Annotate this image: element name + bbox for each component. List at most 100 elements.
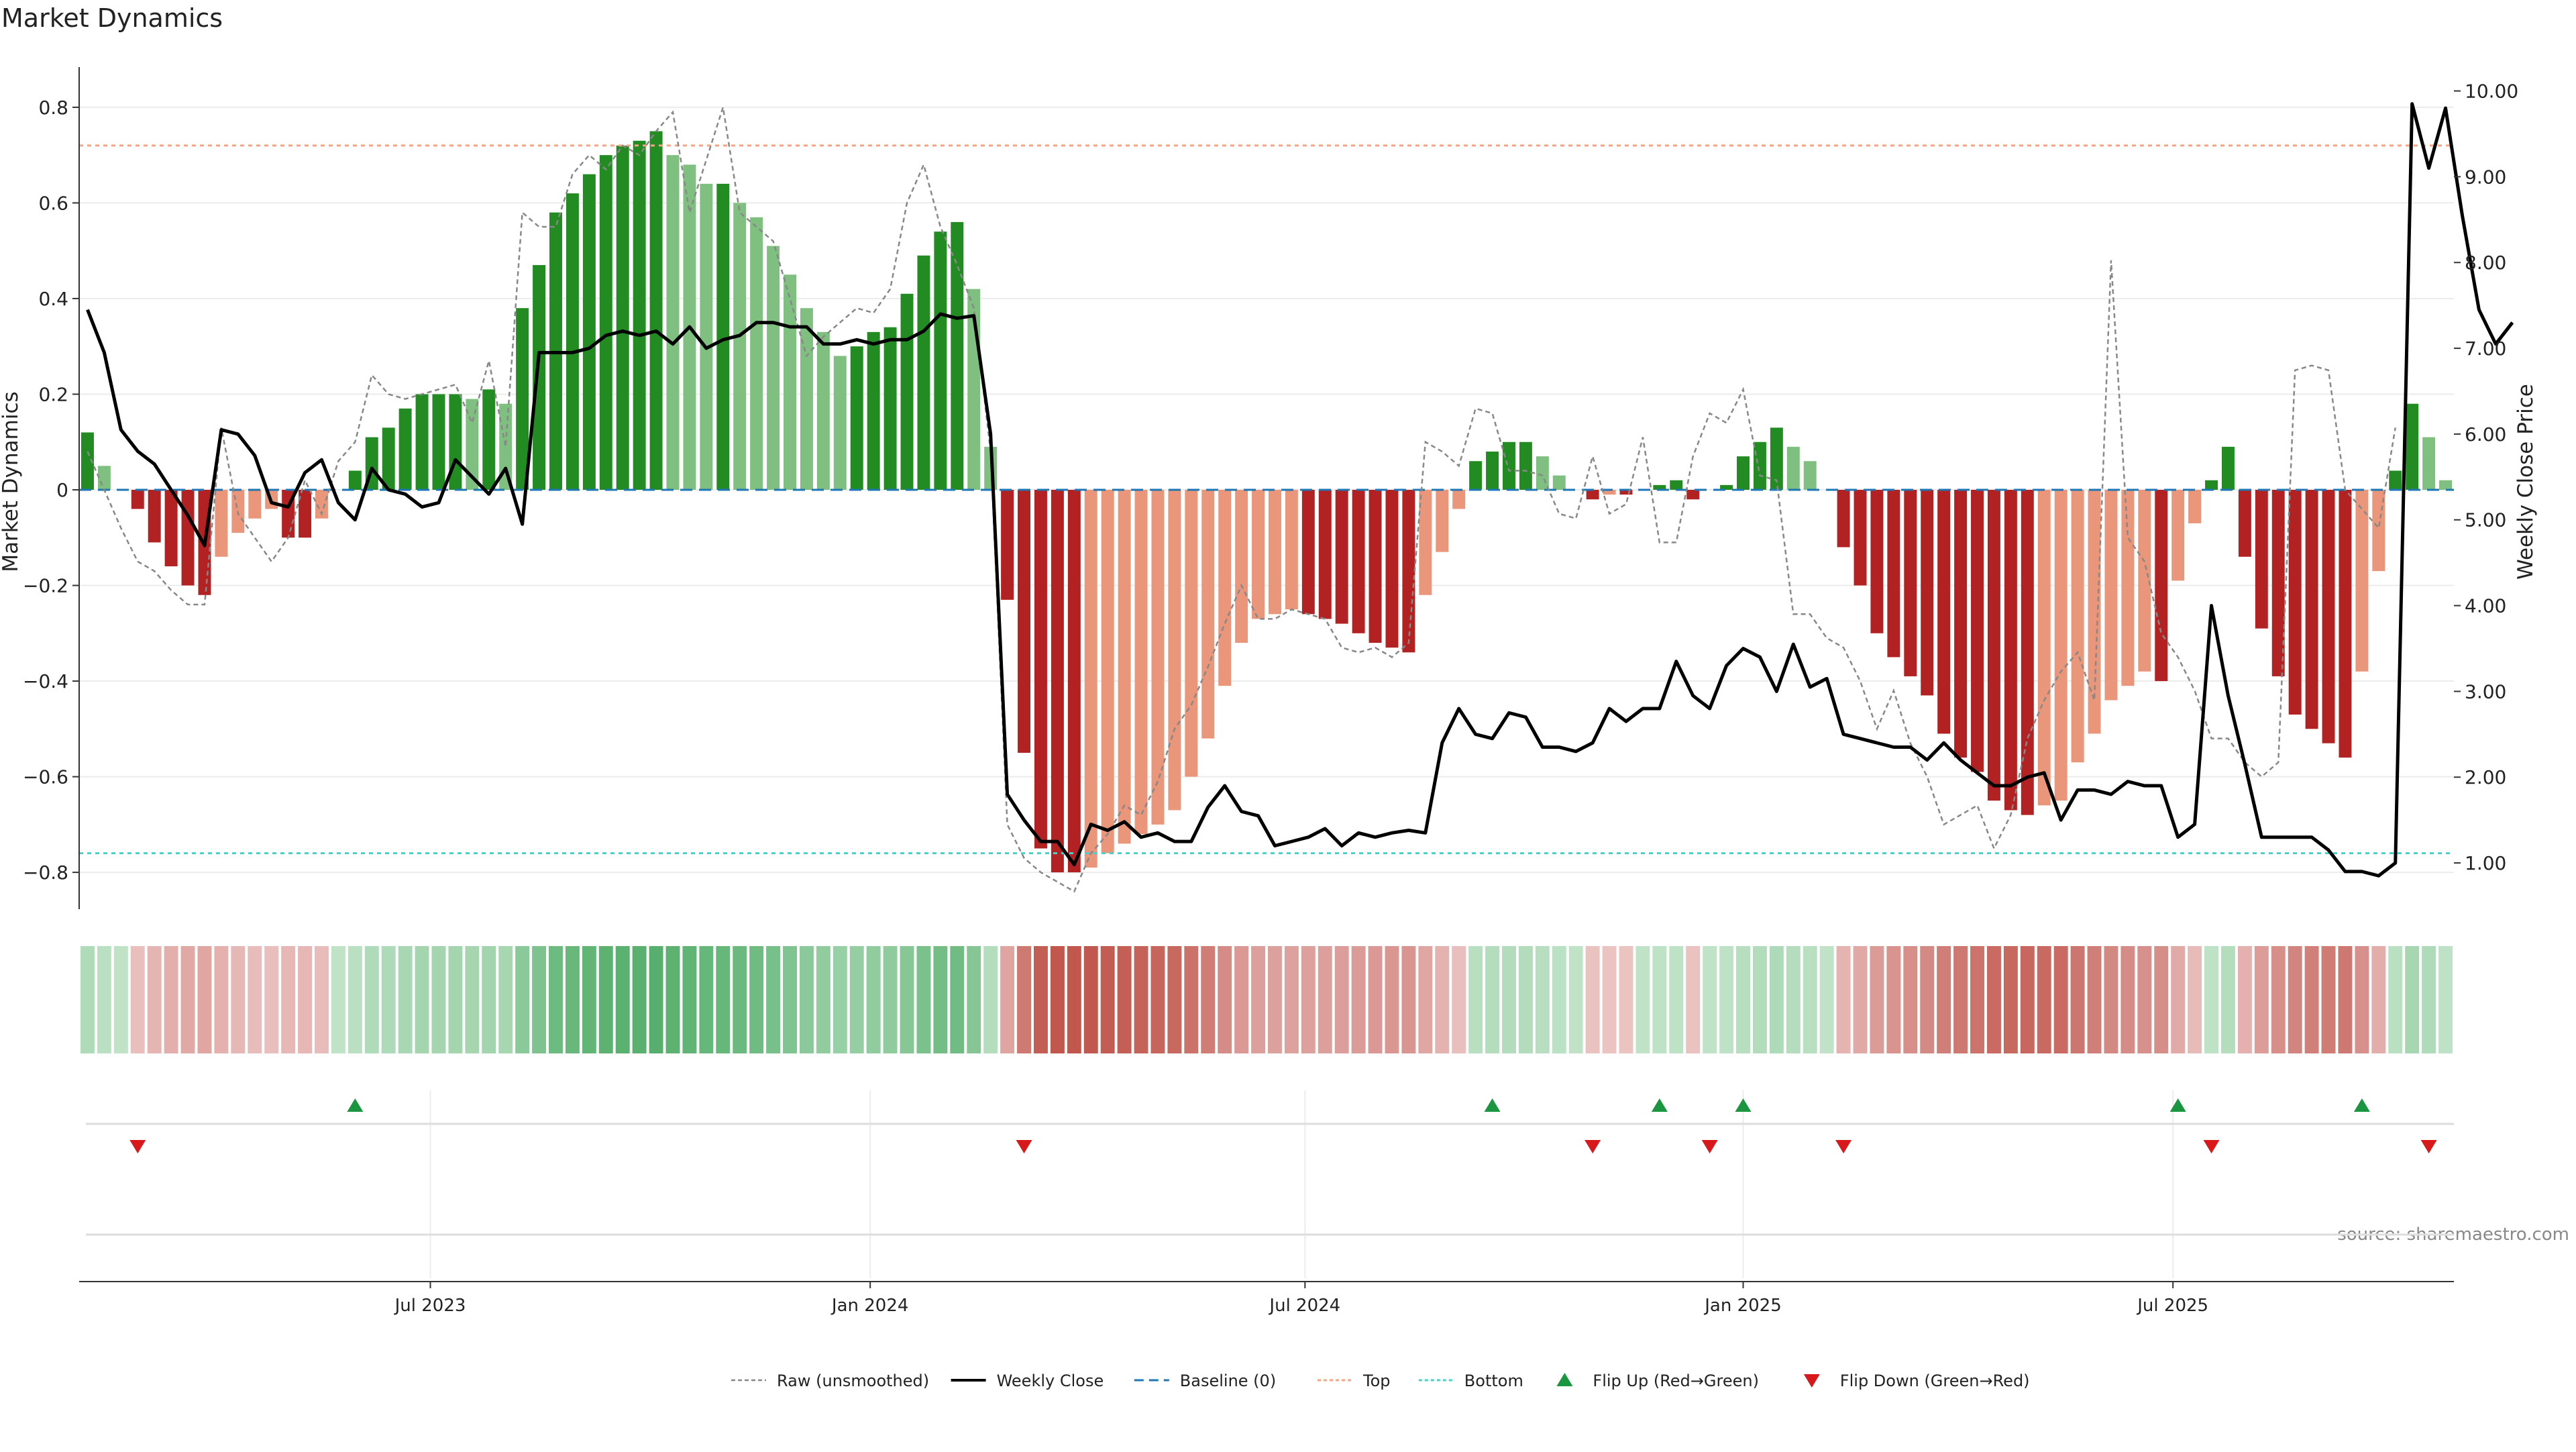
heatmap-cell [866, 946, 881, 1053]
heatmap-cell [1635, 946, 1650, 1053]
flip-down-marker [1701, 1140, 1718, 1153]
flip-down-marker [1835, 1140, 1852, 1153]
heatmap-cell [565, 946, 580, 1053]
heatmap-cell [1017, 946, 1031, 1053]
heatmap-cell [1251, 946, 1266, 1053]
legend-item-label: Top [1362, 1371, 1391, 1390]
dynamics-bar [315, 490, 328, 519]
dynamics-bar [2155, 490, 2168, 682]
heatmap-cell [2388, 946, 2403, 1053]
legend-swatch-flip-down [1803, 1374, 1820, 1388]
heatmap-cell [1167, 946, 1182, 1053]
heatmap-cell [1568, 946, 1583, 1053]
heatmap-cell [2121, 946, 2135, 1053]
heatmap-cell [431, 946, 446, 1053]
heatmap-cell [783, 946, 797, 1053]
flip-down-marker [129, 1140, 146, 1153]
x-axis: Jul 2023 Jan 2024 Jul 2024 Jan 2025 Jul 2025 [79, 1281, 2454, 1316]
dynamics-bar [1218, 490, 1232, 686]
heatmap-cell [1552, 946, 1566, 1053]
heatmap-cell [197, 946, 212, 1053]
heatmap-cell [716, 946, 731, 1053]
heatmap-cell [649, 946, 663, 1053]
dynamics-bar [1368, 490, 1382, 643]
heatmap-cell [615, 946, 630, 1053]
dynamics-bar [1268, 490, 1281, 615]
dynamics-bar [582, 174, 596, 490]
heatmap-cell [2438, 946, 2453, 1053]
right-tick-label: 10.00 [2465, 81, 2518, 103]
right-tick-label: 9.00 [2465, 166, 2506, 188]
dynamics-bar [2104, 490, 2118, 701]
left-tick-label: 0.6 [38, 192, 68, 214]
heatmap-cell [80, 946, 95, 1053]
dynamics-bar [1887, 490, 1900, 658]
dynamics-bar [516, 308, 529, 490]
heatmap-cell [2020, 946, 2035, 1053]
left-tick-label: −0.6 [23, 766, 68, 788]
dynamics-bar [951, 221, 964, 490]
dynamics-bar [1987, 490, 2000, 801]
dynamics-bar [533, 265, 546, 490]
heatmap-cell [214, 946, 229, 1053]
dynamics-bar [1001, 490, 1014, 600]
heatmap-cell [1786, 946, 1801, 1053]
dynamics-bar [2439, 480, 2453, 490]
heatmap-cell [515, 946, 530, 1053]
dynamics-bar [1552, 475, 1566, 490]
dynamics-bar [2288, 490, 2302, 715]
dynamics-bar [1185, 490, 1198, 777]
dynamics-bar [883, 327, 897, 490]
heatmap-cell [1284, 946, 1299, 1053]
legend-item-label: Baseline (0) [1180, 1371, 1276, 1390]
left-tick-label: 0.8 [38, 97, 68, 119]
dynamics-bar [1419, 490, 1432, 595]
right-tick-label: 1.00 [2465, 852, 2506, 874]
heatmap-cell [1953, 946, 1968, 1053]
dynamics-bar [1285, 490, 1298, 610]
dynamics-bar [1352, 490, 1365, 633]
heatmap-cell [1803, 946, 1817, 1053]
heatmap-cell [1819, 946, 1834, 1053]
dynamics-bar [2021, 490, 2034, 815]
dynamics-bar [382, 427, 395, 490]
heatmap-cell [2171, 946, 2186, 1053]
heatmap-cell [364, 946, 379, 1053]
heatmap-cell [766, 946, 781, 1053]
legend-item-label: Bottom [1464, 1371, 1523, 1390]
dynamics-bar [1803, 461, 1817, 490]
heatmap-cell [1134, 946, 1148, 1053]
x-tick-label: Jul 2024 [1268, 1296, 1340, 1316]
heatmap-cell [415, 946, 429, 1053]
dynamics-bar [2322, 490, 2335, 743]
heatmap-cell [1686, 946, 1701, 1053]
heatmap-cell [281, 946, 296, 1053]
heatmap-cell [2355, 946, 2369, 1053]
heatmap-cell [1301, 946, 1316, 1053]
heatmap-cell [130, 946, 145, 1053]
heatmap-cell [1067, 946, 1081, 1053]
dynamics-bar [2221, 446, 2235, 490]
heatmap-cell [2220, 946, 2235, 1053]
heatmap-cell [2188, 946, 2202, 1053]
legend-item-label: Weekly Close [997, 1371, 1104, 1390]
flip-markers-panel [86, 1098, 2454, 1236]
left-tick-label: −0.4 [23, 670, 68, 692]
heatmap-cell [398, 946, 413, 1053]
heatmap-cell [2338, 946, 2353, 1053]
heatmap-cell [1585, 946, 1600, 1053]
heatmap-cell [967, 946, 981, 1053]
heatmap-cell [1619, 946, 1633, 1053]
dynamics-bar [1301, 490, 1315, 615]
dynamics-bar [2255, 490, 2268, 629]
dynamics-bar [1971, 490, 1984, 772]
dynamics-bar [2389, 470, 2402, 490]
dynamics-bar [248, 490, 262, 519]
right-tick-label: 7.00 [2465, 338, 2506, 360]
heatmap-cell [1150, 946, 1165, 1053]
dynamics-bar [750, 217, 763, 490]
heatmap-cell [1418, 946, 1433, 1053]
heatmap-cell [1752, 946, 1767, 1053]
left-axis-ticks: 0.8 0.6 0.4 0.2 0 −0.2 −0.4 −0.6 −0.8 [23, 67, 80, 909]
